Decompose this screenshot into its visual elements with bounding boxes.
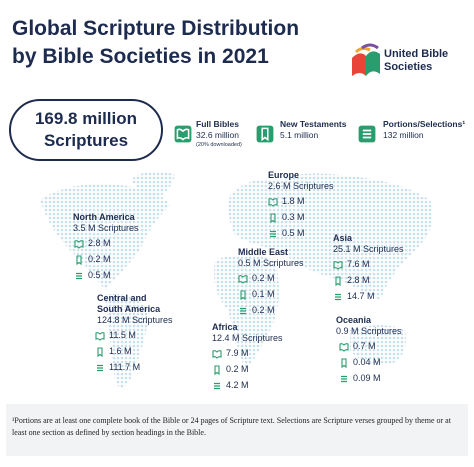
legend-value: 32.6 million — [196, 130, 239, 140]
region-total: 0.9 M Scriptures — [336, 326, 402, 336]
legend-value: 132 million — [383, 130, 424, 140]
icon-nt — [214, 365, 220, 376]
region-total: 25.1 M Scriptures — [333, 244, 404, 254]
region-total: 12.4 M Scriptures — [212, 333, 283, 343]
icon-por — [76, 272, 82, 280]
icon-full — [333, 261, 343, 270]
icon-nt — [97, 347, 103, 358]
legend-value: 5.1 million — [280, 130, 319, 140]
region-value: 0.09 M — [353, 373, 381, 383]
icon-por — [214, 382, 220, 390]
region-value: 0.3 M — [282, 212, 305, 222]
icon-por — [270, 230, 276, 238]
icon-por — [341, 375, 347, 383]
region-name: North America — [73, 212, 135, 222]
region-value: 0.1 M — [252, 289, 275, 299]
icon-nt — [256, 125, 274, 143]
icon-por — [240, 307, 246, 315]
region-total: 0.5 M Scriptures — [238, 258, 304, 268]
logo-icon — [352, 43, 380, 76]
icon-full — [212, 350, 222, 359]
icon-full — [339, 343, 349, 352]
title-line: Global Scripture Distribution — [12, 17, 300, 40]
region-value: 4.2 M — [226, 380, 249, 390]
logo-text: Societies — [384, 61, 433, 73]
legend-label: Portions/Selections¹ — [383, 119, 466, 129]
icon-por — [358, 125, 376, 143]
region-total: 2.6 M Scriptures — [268, 181, 334, 191]
region-value: 1.8 M — [282, 196, 305, 206]
region-value: 0.2 M — [252, 305, 275, 315]
region-name: South America — [97, 304, 161, 314]
logo-text: United Bible — [384, 48, 449, 60]
icon-full — [268, 198, 278, 207]
legend-label: Full Bibles — [196, 119, 239, 129]
region-value: 14.7 M — [347, 291, 375, 301]
region-value: 0.5 M — [282, 228, 305, 238]
region-value: 111.7 M — [109, 362, 141, 372]
region-value: 0.2 M — [88, 254, 111, 264]
region-value: 0.2 M — [252, 273, 275, 283]
region-name: Asia — [333, 233, 353, 243]
region-value: 7.6 M — [347, 259, 370, 269]
icon-full — [95, 332, 105, 341]
region-name: Africa — [212, 322, 238, 332]
icon-nt — [335, 276, 341, 287]
region-name: Europe — [268, 170, 300, 180]
region-value: 2.8 M — [347, 275, 370, 285]
region-name: Oceania — [336, 315, 372, 325]
total-label: Scriptures — [43, 131, 129, 150]
legend-label: New Testaments — [280, 119, 347, 129]
total-value: 169.8 million — [34, 109, 138, 128]
world-map — [40, 171, 433, 388]
region-total: 3.5 M Scriptures — [73, 223, 139, 233]
region-name: Central and — [97, 293, 147, 303]
icon-por — [97, 364, 103, 372]
icon-full — [74, 240, 84, 249]
region-value: 2.8 M — [88, 238, 111, 248]
region-value: 0.5 M — [88, 270, 111, 280]
icon-nt — [341, 358, 347, 369]
icon-nt — [76, 255, 82, 266]
region-value: 0.04 M — [353, 357, 381, 367]
icon-nt — [240, 290, 246, 301]
icon-nt — [270, 213, 276, 224]
region-value: 11.5 M — [109, 330, 136, 340]
icon-full — [238, 275, 248, 284]
footnote-box — [6, 404, 468, 456]
region-value: 7.9 M — [226, 348, 249, 358]
region-name: Middle East — [238, 247, 289, 257]
footnote: ¹Portions are at least one complete book… — [12, 416, 451, 437]
legend-note: (20% downloaded) — [196, 142, 242, 148]
region-total: 124.8 M Scriptures — [97, 315, 173, 325]
icon-por — [335, 293, 341, 301]
icon-full — [174, 125, 192, 143]
total-frame — [9, 99, 163, 161]
region-value: 0.2 M — [226, 364, 249, 374]
region-value: 1.6 M — [109, 346, 132, 356]
region-value: 0.7 M — [353, 341, 376, 351]
title-line: by Bible Societies in 2021 — [12, 45, 269, 68]
